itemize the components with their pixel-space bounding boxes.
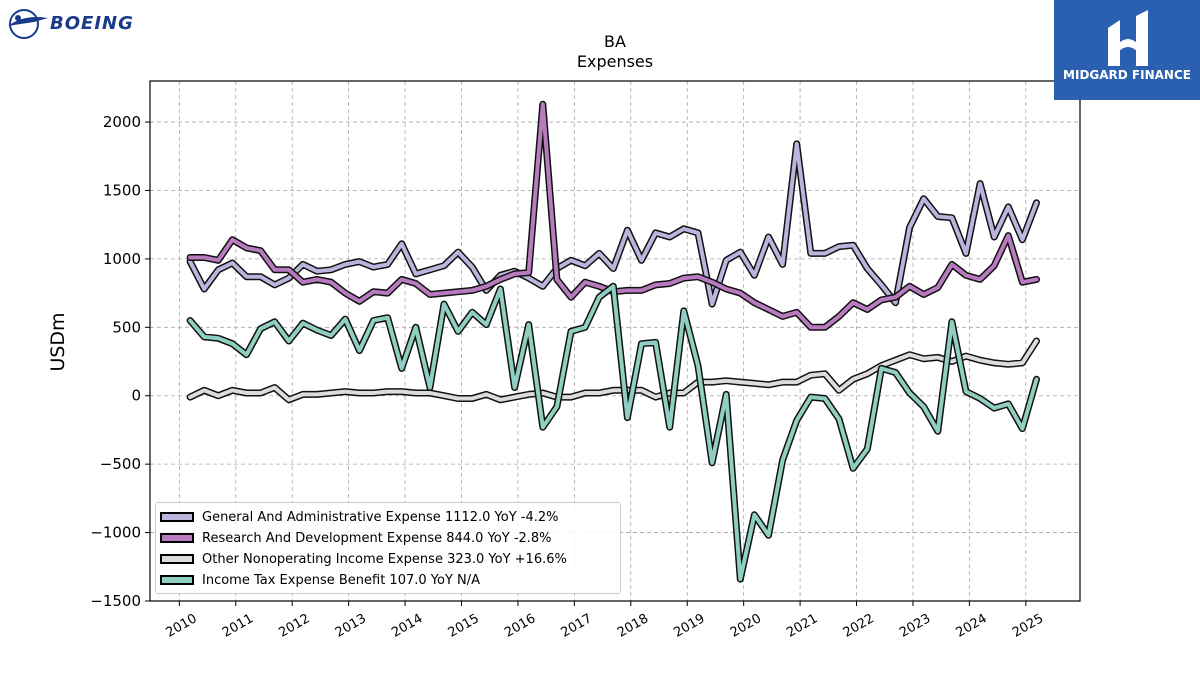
y-axis-label: USDm: [47, 312, 69, 372]
x-tick-label: 2025: [1010, 611, 1046, 641]
x-tick-label: 2014: [389, 611, 425, 641]
x-tick-label: 2022: [841, 611, 877, 641]
x-tick-label: 2015: [446, 611, 482, 641]
sponsor-badge: MIDGARD FINANCE: [1054, 0, 1200, 100]
legend-item-other-nonoperating: Other Nonoperating Income Expense 323.0 …: [160, 549, 567, 569]
legend-label-income-tax: Income Tax Expense Benefit 107.0 YoY N/A: [202, 572, 481, 588]
y-tick-label: −500: [100, 455, 141, 473]
legend-item-general-admin: General And Administrative Expense 1112.…: [160, 507, 559, 527]
x-tick-label: 2021: [784, 611, 820, 641]
y-tick-label: 2000: [103, 113, 141, 131]
legend-swatch-research-dev: [160, 533, 194, 543]
series-2: [186, 337, 1040, 404]
y-tick-label: 1500: [103, 181, 141, 199]
x-tick-label: 2023: [897, 611, 933, 641]
legend-swatch-income-tax: [160, 575, 194, 585]
legend-label-general-admin: General And Administrative Expense 1112.…: [202, 509, 559, 525]
series-line: [188, 141, 1039, 307]
sponsor-mark-icon: [1108, 10, 1148, 66]
x-tick-label: 2013: [333, 611, 369, 641]
boeing-logo: BOEING: [4, 4, 174, 44]
series-line: [188, 339, 1039, 402]
x-tick-label: 2019: [671, 611, 707, 641]
series-0: [186, 140, 1040, 308]
legend-swatch-general-admin: [160, 512, 194, 522]
series-lines: [186, 100, 1040, 583]
y-tick-label: 1000: [103, 250, 141, 268]
legend-item-research-dev: Research And Development Expense 844.0 Y…: [160, 528, 552, 548]
x-tick-label: 2020: [728, 611, 764, 641]
y-tick-label: 0: [131, 387, 141, 405]
x-tick-label: 2011: [220, 611, 256, 641]
x-tick-label: 2016: [502, 611, 538, 641]
x-tick-label: 2012: [276, 611, 312, 641]
x-tick-label: 2018: [615, 611, 651, 641]
legend-label-research-dev: Research And Development Expense 844.0 Y…: [202, 530, 552, 546]
plot-frame: [149, 80, 1081, 602]
chart-title: BA: [604, 32, 626, 51]
boeing-symbol-icon: [8, 9, 48, 39]
sponsor-name: MIDGARD FINANCE: [1063, 68, 1191, 82]
legend-swatch-other-nonoperating: [160, 554, 194, 564]
series-3: [186, 282, 1040, 583]
y-tick-label: −1500: [90, 592, 141, 610]
chart-subtitle: Expenses: [576, 52, 654, 71]
x-tick-label: 2024: [954, 611, 990, 641]
legend-label-other-nonoperating: Other Nonoperating Income Expense 323.0 …: [202, 551, 567, 567]
x-tick-label: 2017: [559, 611, 595, 641]
series-line: [188, 284, 1039, 582]
legend: General And Administrative Expense 1112.…: [155, 502, 621, 594]
brand-wordmark: BOEING: [50, 13, 134, 34]
y-tick-label: 500: [112, 318, 141, 336]
legend-item-income-tax: Income Tax Expense Benefit 107.0 YoY N/A: [160, 570, 480, 590]
y-tick-label: −1000: [90, 524, 141, 542]
x-tick-label: 2010: [164, 611, 200, 641]
